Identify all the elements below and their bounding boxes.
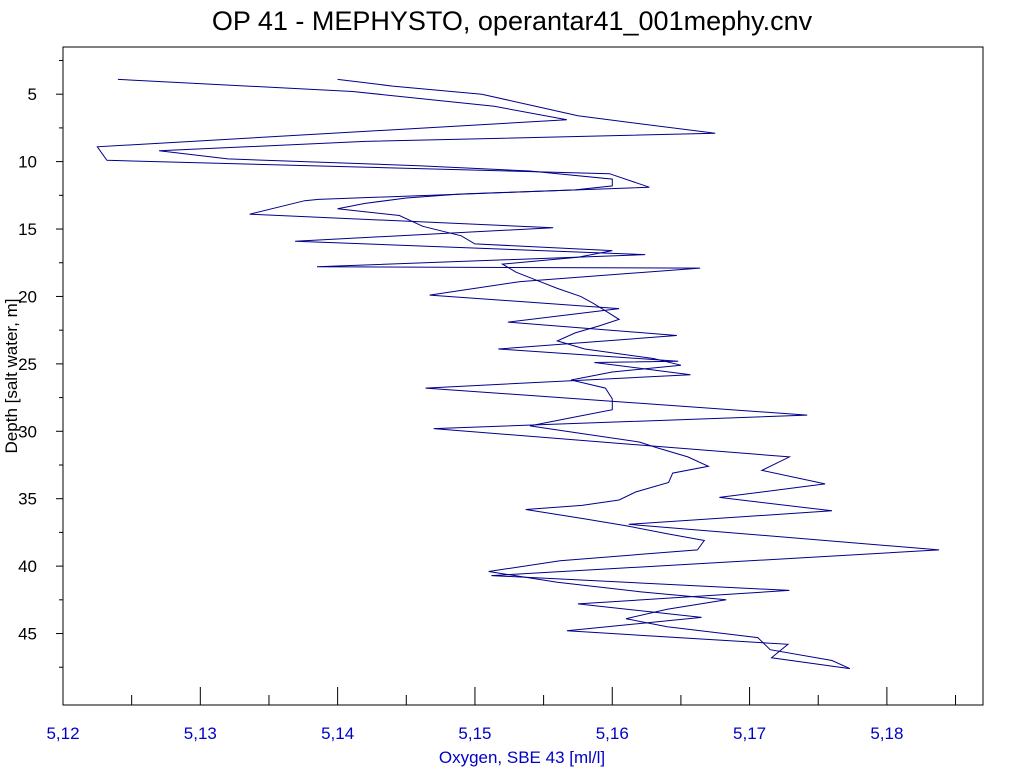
y-tick-label: 45 (18, 625, 37, 644)
y-tick-label: 40 (18, 557, 37, 576)
y-tick-label: 10 (18, 153, 37, 172)
y-tick-label: 25 (18, 355, 37, 374)
x-tick-label: 5,13 (184, 724, 217, 743)
chart-title: OP 41 - MEPHYSTO, operantar41_001mephy.c… (212, 6, 813, 36)
y-tick-label: 15 (18, 220, 37, 239)
x-axis-label: Oxygen, SBE 43 [ml/l] (439, 748, 605, 767)
y-axis-ticks: 5 10 15 20 25 30 35 40 45 (18, 59, 63, 668)
plot-area (62, 46, 984, 706)
x-tick-label: 5,14 (321, 724, 354, 743)
x-tick-label: 5,12 (46, 724, 79, 743)
y-tick-label: 5 (28, 85, 37, 104)
y-tick-label: 35 (18, 490, 37, 509)
y-tick-label: 30 (18, 422, 37, 441)
x-tick-label: 5,15 (458, 724, 491, 743)
x-tick-label: 5,16 (596, 724, 629, 743)
oxygen-profile-line-1 (96, 78, 940, 670)
x-tick-label: 5,18 (870, 724, 903, 743)
x-axis-ticks: 5,12 5,13 5,14 5,15 5,16 5,17 5,18 (46, 687, 957, 743)
y-tick-label: 20 (18, 287, 37, 306)
oxygen-profile-line-2 (159, 78, 851, 670)
y-axis-label: Depth [salt water, m] (2, 299, 21, 454)
x-tick-label: 5,17 (733, 724, 766, 743)
data-series-layer (96, 78, 940, 670)
